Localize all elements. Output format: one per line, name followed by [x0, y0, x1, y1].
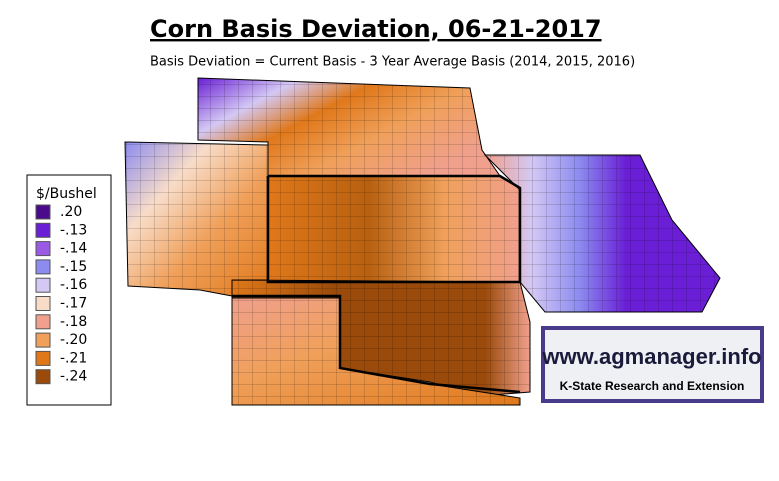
legend-swatch: [35, 314, 51, 330]
subtitle: Basis Deviation = Current Basis - 3 Year…: [150, 55, 635, 70]
legend-swatch: [35, 204, 51, 220]
legend-swatch: [35, 277, 51, 293]
logo-box: [541, 326, 764, 403]
legend-label: -.24: [60, 369, 87, 385]
map: [124, 77, 721, 406]
legend-swatch: [35, 332, 51, 348]
legend-swatch: [35, 222, 51, 238]
logo: www.agmanager.info K-State Research and …: [541, 326, 764, 403]
legend-label: -.14: [60, 241, 87, 257]
legend: $/Bushel .20 -.13 -.14 -.15 -.16 -.17 -.18 -.20…: [26, 174, 112, 406]
legend-label: -.17: [60, 296, 87, 312]
legend-label: -.21: [60, 350, 87, 366]
legend-label: -.15: [60, 259, 87, 275]
legend-swatch: [35, 241, 51, 257]
logo-org: K-State Research and Extension: [560, 379, 745, 393]
legend-swatch: [35, 259, 51, 275]
legend-label: -.20: [60, 332, 87, 348]
legend-label: -.13: [60, 222, 87, 238]
title: Corn Basis Deviation, 06-21-2017: [150, 15, 602, 43]
legend-label: -.18: [60, 314, 87, 330]
legend-swatch: [35, 350, 51, 366]
legend-label: .20: [60, 204, 82, 220]
legend-title: $/Bushel: [36, 186, 97, 202]
legend-swatch: [35, 296, 51, 311]
legend-swatch: [35, 369, 51, 385]
logo-url: www.agmanager.info: [541, 344, 761, 369]
legend-label: -.16: [60, 277, 87, 293]
